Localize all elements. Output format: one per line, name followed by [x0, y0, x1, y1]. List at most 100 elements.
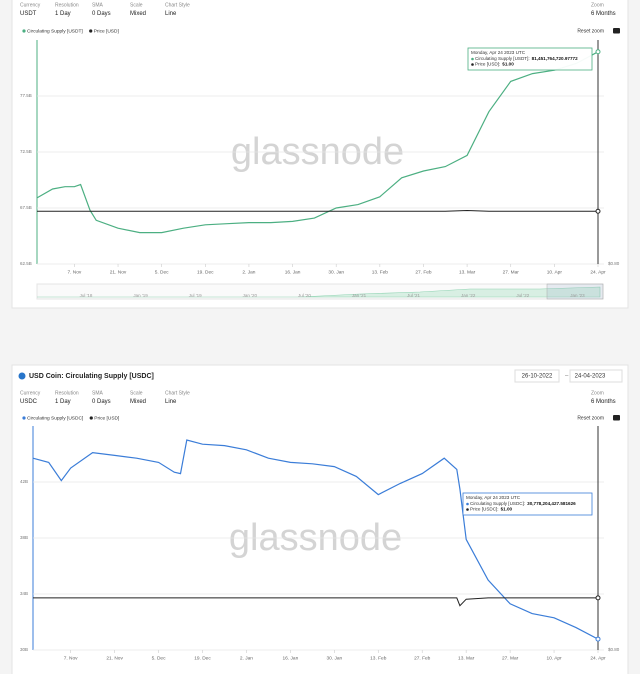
- tooltip: [462, 492, 593, 516]
- control-value[interactable]: Line: [165, 399, 177, 405]
- y-tick-label: 62.5B: [20, 261, 32, 266]
- tooltip: [467, 47, 593, 71]
- zoom-value[interactable]: 6 Months: [591, 11, 616, 17]
- x-tick-label: 21. Nov: [106, 655, 123, 661]
- series-line: [33, 597, 598, 607]
- series-line: [32, 439, 599, 640]
- x-tick-label: 16. Jan: [283, 655, 299, 661]
- navigator-label: Jan '21: [352, 293, 367, 298]
- x-tick-label: 10. Apr: [547, 269, 563, 275]
- control-value[interactable]: USDC: [20, 399, 38, 405]
- zoom-label: Zoom: [591, 390, 604, 396]
- reset-zoom[interactable]: Reset zoom: [577, 415, 604, 421]
- control-value[interactable]: 1 Day: [55, 11, 71, 17]
- x-tick-label: 5. Dec: [155, 269, 169, 275]
- x-tick-label: 24. Apr: [590, 269, 606, 275]
- y-tick-label: 34B: [20, 591, 28, 596]
- hover-point: [595, 636, 601, 642]
- y-tick-label: 30B: [20, 647, 28, 652]
- control-label: Currency: [20, 390, 41, 396]
- hover-point: [595, 595, 601, 601]
- control-label: Resolution: [55, 2, 79, 8]
- control-label: Scale: [130, 2, 143, 8]
- control-label: Chart Style: [165, 390, 190, 396]
- control-value[interactable]: USDT: [20, 11, 37, 17]
- x-tick-label: 2. Jan: [242, 269, 255, 275]
- navigator-label: Jul '20: [298, 293, 311, 298]
- series-line: [36, 51, 599, 234]
- y-tick-label: 67.5B: [20, 205, 32, 210]
- control-label: Scale: [130, 390, 143, 396]
- navigator-label: Jul '18: [80, 293, 93, 298]
- navigator-label: Jul '19: [189, 293, 202, 298]
- control-value[interactable]: 0 Days: [92, 11, 111, 17]
- x-tick-label: 10. Apr: [546, 655, 562, 661]
- navigator-label: Jan '22: [461, 293, 476, 298]
- zoom-label: Zoom: [591, 2, 604, 8]
- control-value[interactable]: Mixed: [130, 399, 146, 405]
- navigator-area: [37, 286, 601, 298]
- y-tick-label: 72.5B: [20, 149, 32, 154]
- tooltip-label: Price [USD]:: [475, 62, 500, 67]
- date-sep: –: [565, 374, 569, 380]
- tooltip-value: 30,778,204,427.581626: [527, 501, 576, 506]
- x-tick-label: 7. Nov: [67, 269, 81, 275]
- x-tick-label: 27. Mar: [502, 655, 519, 661]
- hover-point: [595, 49, 601, 55]
- legend-label[interactable]: Price [USD]: [94, 28, 119, 34]
- camera-icon[interactable]: [613, 28, 620, 34]
- card: [11, 364, 629, 674]
- control-label: Currency: [20, 2, 41, 8]
- date-to: 24-04-2023: [575, 374, 606, 380]
- legend-label[interactable]: Price [USD]: [94, 415, 119, 421]
- tooltip-label: Price [USDC]:: [470, 507, 499, 512]
- tooltip-value: $1.00: [501, 507, 513, 512]
- tooltip-label: Circulating Supply [USDC]:: [470, 501, 525, 506]
- tooltip-dot: [471, 57, 474, 61]
- legend-dot: [22, 416, 26, 420]
- y-tick-label: 77.5B: [20, 93, 32, 98]
- tooltip-title: Monday, Apr 24 2023 UTC: [466, 495, 521, 500]
- control-label: SMA: [92, 390, 104, 396]
- y-tick-label: 38B: [20, 535, 28, 540]
- x-tick-label: 13. Feb: [372, 269, 389, 275]
- legend-label[interactable]: Circulating Supply [USDT]: [27, 28, 83, 34]
- date-from: 26-10-2022: [522, 374, 553, 380]
- x-tick-label: 19. Dec: [197, 269, 214, 275]
- x-tick-label: 19. Dec: [194, 655, 211, 661]
- x-tick-label: 13. Mar: [458, 655, 475, 661]
- x-tick-label: 21. Nov: [110, 269, 127, 275]
- navigator-label: Jan '23: [570, 293, 585, 298]
- navigator-label: Jul '22: [516, 293, 529, 298]
- x-tick-label: 30. Jan: [326, 655, 342, 661]
- tooltip-dot: [471, 63, 474, 66]
- control-value[interactable]: Mixed: [130, 11, 146, 17]
- navigator-window[interactable]: [546, 283, 604, 300]
- date-input[interactable]: [569, 369, 623, 383]
- navigator-label: Jul '21: [407, 293, 420, 298]
- legend-dot: [89, 416, 93, 420]
- navigator-label: Jan '20: [243, 293, 258, 298]
- x-tick-label: 5. Dec: [152, 655, 166, 661]
- legend-label[interactable]: Circulating Supply [USDC]: [27, 415, 83, 421]
- camera-icon[interactable]: [613, 415, 620, 421]
- coin-icon: [18, 372, 26, 380]
- x-tick-label: 13. Feb: [370, 655, 387, 661]
- control-value[interactable]: Line: [165, 11, 177, 17]
- series-line: [37, 209, 598, 212]
- x-tick-label: 27. Feb: [414, 655, 431, 661]
- y2-tick-label: $0.80: [608, 647, 620, 652]
- x-tick-label: 2. Jan: [240, 655, 253, 661]
- control-value[interactable]: 1 Day: [55, 399, 71, 405]
- tooltip-value: 81,451,764,720.97772: [532, 56, 578, 61]
- date-input[interactable]: [514, 369, 560, 383]
- control-value[interactable]: 0 Days: [92, 399, 111, 405]
- reset-zoom[interactable]: Reset zoom: [577, 28, 604, 34]
- x-tick-label: 30. Jan: [328, 269, 344, 275]
- tooltip-label: Circulating Supply [USDT]:: [475, 56, 530, 61]
- zoom-value[interactable]: 6 Months: [591, 399, 616, 405]
- panel-title: USD Coin: Circulating Supply [USDC]: [29, 373, 154, 380]
- tooltip-title: Monday, Apr 24 2023 UTC: [471, 50, 526, 55]
